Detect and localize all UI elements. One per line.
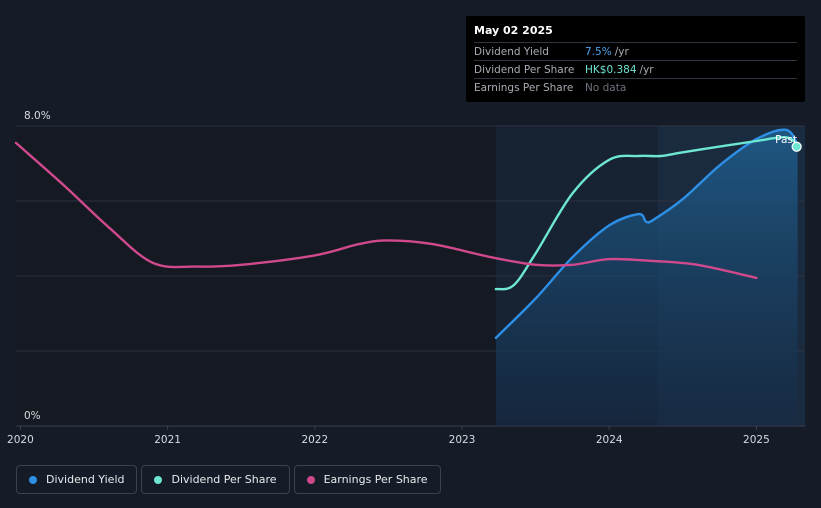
legend-dot-icon (154, 475, 163, 484)
legend-dot-icon (306, 475, 315, 484)
tooltip-value: No data (585, 81, 627, 94)
dividend-yield-line (494, 128, 799, 340)
dividend-per-share-line (494, 135, 799, 291)
current-value-marker (791, 141, 802, 152)
x-tick-label: 2021 (154, 434, 181, 446)
x-tick-label: 2024 (596, 434, 623, 446)
tooltip-label: Earnings Per Share (474, 81, 574, 94)
legend-label: Earnings Per Share (323, 473, 428, 486)
tooltip-row-earnings-per-share: Earnings Per Share No data (474, 78, 797, 96)
tooltip-unit: /yr (614, 45, 629, 58)
legend-item-dividend-per-share[interactable]: Dividend Per Share (141, 465, 290, 494)
legend-dot-icon (29, 475, 37, 484)
tooltip-value: HK$0.384 (585, 63, 637, 76)
legend: Dividend Yield Dividend Per Share Earnin… (16, 465, 441, 494)
tooltip-value: 7.5% (585, 45, 612, 58)
legend-item-earnings-per-share[interactable]: Earnings Per Share (293, 465, 441, 494)
tooltip-unit: /yr (639, 63, 654, 76)
x-tick-label: 2020 (7, 434, 34, 446)
dividend-yield-area (495, 129, 798, 427)
tooltip-date: May 02 2025 (474, 24, 553, 37)
tooltip-panel: May 02 2025 Dividend Yield 7.5% /yr Divi… (466, 16, 805, 102)
past-label: Past (775, 134, 797, 146)
tooltip-label: Dividend Yield (474, 45, 549, 58)
tooltip-row-dividend-yield: Dividend Yield 7.5% /yr (474, 42, 797, 60)
y-tick-label: 8.0% (24, 110, 51, 122)
x-tick-label: 2023 (449, 434, 476, 446)
legend-item-dividend-yield[interactable]: Dividend Yield (16, 465, 138, 494)
earnings-per-share-line (14, 141, 758, 280)
tooltip-label: Dividend Per Share (474, 63, 575, 76)
tooltip-row-dividend-per-share: Dividend Per Share HK$0.384 /yr (474, 60, 797, 78)
x-tick-label: 2025 (743, 434, 770, 446)
legend-label: Dividend Per Share (171, 473, 277, 486)
x-tick-label: 2022 (301, 434, 328, 446)
legend-label: Dividend Yield (46, 473, 125, 486)
y-tick-label: 0% (24, 410, 41, 422)
